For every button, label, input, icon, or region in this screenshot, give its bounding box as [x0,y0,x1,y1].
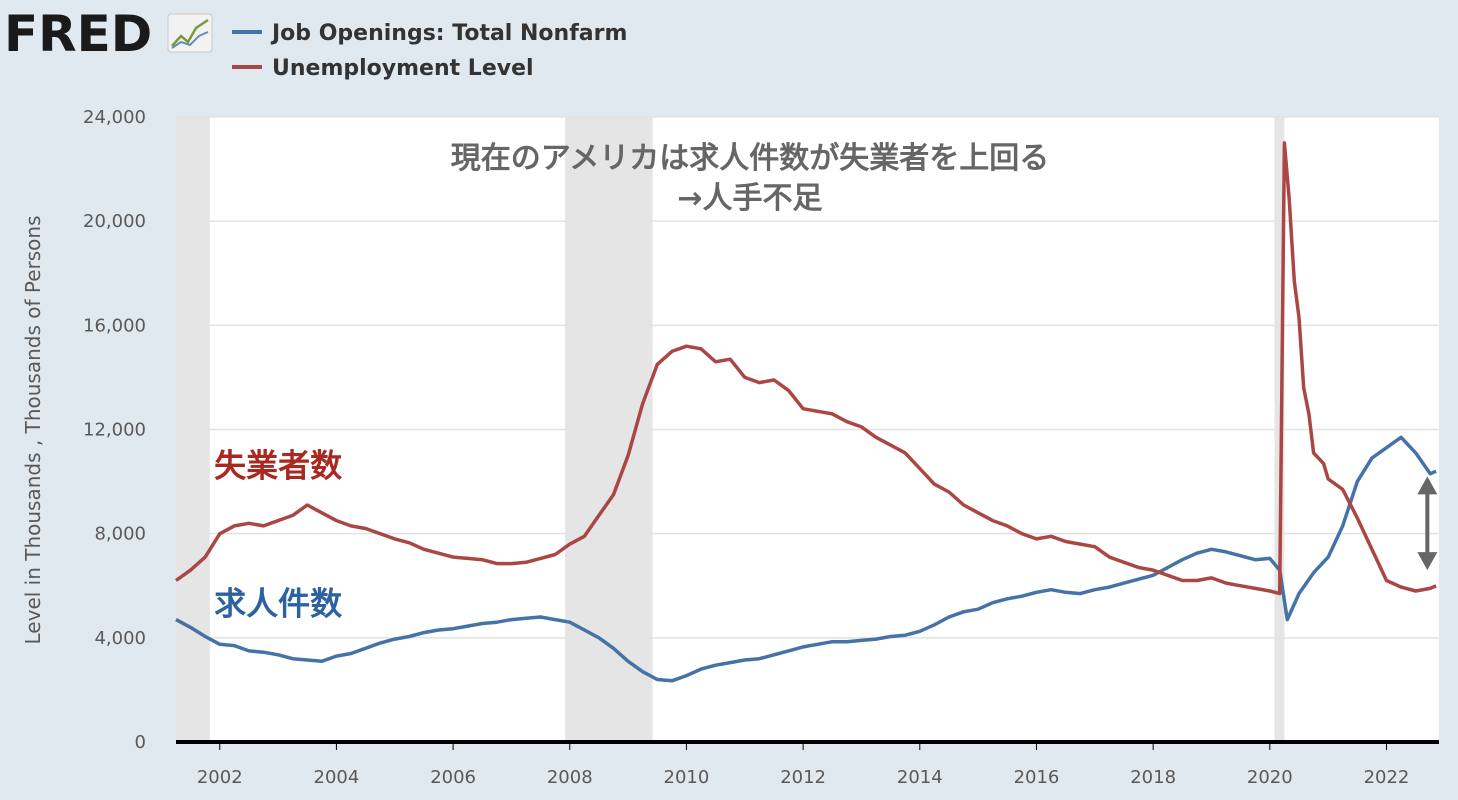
series-lines [174,141,1437,683]
x-tick-label: 2004 [314,767,360,788]
legend: Job Openings: Total Nonfarm Unemployment … [232,21,627,81]
legend-entry: Unemployment Level [272,56,534,81]
y-tick-label: 12,000 [83,420,146,441]
x-tick-label: 2022 [1364,767,1410,788]
chart-subtitle: →人手不足 [677,181,822,216]
y-tick-label: 24,000 [83,107,146,128]
legend-entry: Job Openings: Total Nonfarm [270,21,627,46]
gap-arrow [1417,476,1438,571]
gap-arrow-head-down [1417,552,1438,571]
x-tick-label: 2020 [1247,767,1293,788]
fred-logo-text: FRED [4,5,152,63]
x-tick-label: 2012 [780,767,826,788]
x-tick-label: 2018 [1130,767,1176,788]
fred-logo[interactable]: FRED [4,5,213,63]
job-openings-line [175,435,1437,683]
y-tick-label: 0 [135,732,146,753]
y-axis-label: Level in Thousands , Thousands of Person… [21,216,45,645]
chart-title: 現在のアメリカは求人件数が失業者を上回る [451,141,1050,176]
y-tick-label: 16,000 [83,315,146,336]
y-tick-label: 4,000 [94,628,146,649]
y-tick-label: 20,000 [83,211,146,232]
y-tick-label: 8,000 [94,524,146,545]
x-tick-label: 2010 [664,767,710,788]
x-tick-labels: 2002 2004 2006 2008 2010 2012 2014 2016 2018 2020… [197,742,1410,788]
y-tick-labels: 0 4,000 8,000 12,000 16,000 20,000 24,000 [83,107,146,753]
x-tick-label: 2016 [1014,767,1060,788]
gridlines [176,116,1439,639]
x-tick-label: 2006 [430,767,476,788]
x-tick-label: 2002 [197,767,243,788]
series-annotation: 失業者数 [214,446,343,484]
gap-arrow-head-up [1417,476,1438,495]
unemployment-level-line [174,141,1437,596]
series-annotation: 求人件数 [214,584,343,622]
chart-logo-icon [167,13,213,53]
x-tick-label: 2008 [547,767,593,788]
x-tick-label: 2014 [897,767,943,788]
